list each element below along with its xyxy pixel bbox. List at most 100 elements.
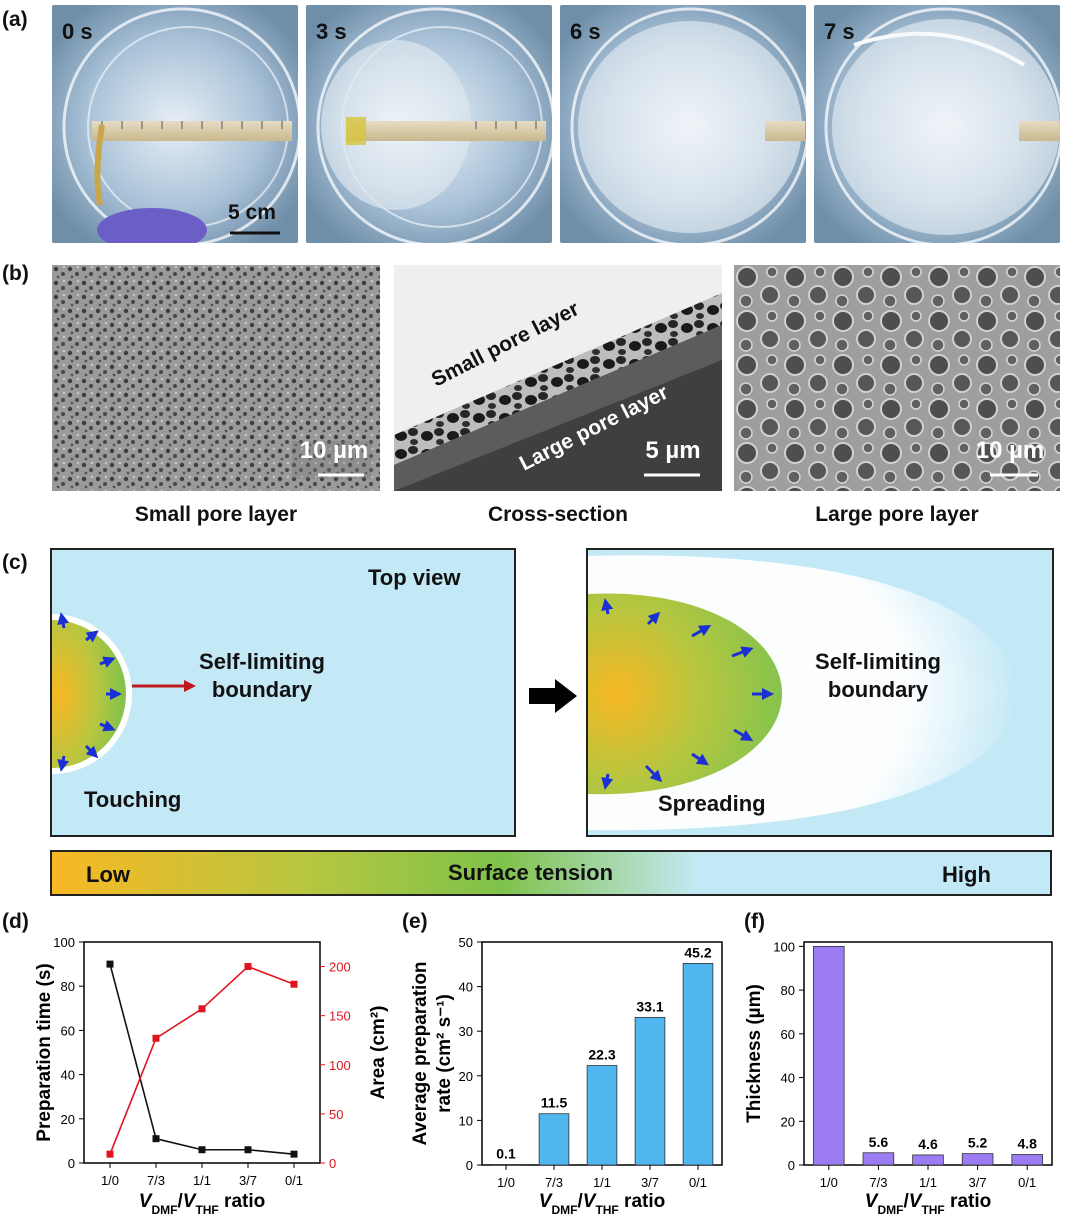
caption-cross-section: Cross-section <box>487 503 629 526</box>
boundary-label-right: Self-limiting boundary <box>815 649 941 702</box>
x-tick-label: 1/0 <box>101 1173 119 1188</box>
y-tick-label: 40 <box>781 1071 795 1086</box>
bar <box>912 1154 944 1166</box>
photo-7s: 7 s <box>814 5 1060 243</box>
time-label: 0 s <box>62 19 93 44</box>
area-point <box>290 980 298 988</box>
x-tick-label: 3/7 <box>239 1173 257 1188</box>
y-tick-label: 0 <box>466 1158 473 1173</box>
area-point <box>106 1150 114 1158</box>
bar-value-label: 5.2 <box>968 1135 988 1151</box>
chart-f: 0 20 40 60 80 100 1/0 5.6 7/3 4.6 1/1 5.2 3/7 4.8 0/1 T… <box>744 939 1053 1217</box>
y-right-axis-label: Area (cm²) <box>368 1006 389 1100</box>
bar-value-label: 4.6 <box>918 1136 938 1152</box>
y-tick-label: 40 <box>459 980 473 995</box>
panel-label-a: (a) <box>2 8 28 31</box>
chart-e: 0 10 20 30 40 50 0.1 1/0 11.5 7/3 22.3 1/1 33.1 3/7 45… <box>410 935 723 1217</box>
bar-value-label: 33.1 <box>636 998 663 1014</box>
caption-small-pore: Small pore layer <box>134 503 298 526</box>
schematic-spreading: Self-limiting boundary Spreading <box>586 548 1054 837</box>
panel-label-d: (d) <box>2 910 29 933</box>
time-point <box>106 960 114 968</box>
photo-3s: 3 s <box>306 5 552 243</box>
touching-label: Touching <box>84 787 182 812</box>
y-right-tick-label: 200 <box>329 960 351 975</box>
transition-arrow-icon <box>529 679 579 718</box>
time-label: 3 s <box>316 19 347 44</box>
bar-low-label: Low <box>86 862 130 887</box>
y-tick-label: 100 <box>53 935 75 950</box>
bar <box>813 945 845 1166</box>
x-tick-label: 0/1 <box>285 1173 303 1188</box>
bar-value-label: 0.1 <box>496 1146 516 1162</box>
y-tick-label: 50 <box>459 935 473 950</box>
area-point <box>198 1005 206 1013</box>
bar-value-label: 4.8 <box>1017 1136 1037 1152</box>
x-axis-label: VDMF/VTHF ratio <box>539 1191 665 1217</box>
y-axis-label-line1: Average preparation <box>410 961 431 1145</box>
bar-mid-label: Surface tension <box>448 860 614 885</box>
x-tick-label: 1/1 <box>919 1175 937 1190</box>
sem-small-pore: 10 µm <box>52 265 380 491</box>
x-tick-label: 0/1 <box>1018 1175 1036 1190</box>
y-axis-label-line2: rate (cm² s⁻¹) <box>434 994 455 1113</box>
spreading-label: Spreading <box>658 791 766 816</box>
y-tick-label: 10 <box>459 1113 473 1128</box>
area-point <box>152 1034 160 1042</box>
top-view-label: Top view <box>368 565 461 590</box>
y-tick-label: 20 <box>781 1114 795 1129</box>
time-label: 7 s <box>824 19 855 44</box>
scale-bar-label: 5 cm <box>228 201 276 224</box>
y-tick-label: 20 <box>61 1112 75 1127</box>
x-axis-label: VDMF/VTHF ratio <box>865 1191 991 1217</box>
bar <box>1011 1154 1043 1166</box>
time-point <box>290 1150 298 1158</box>
scale-bar-label: 10 µm <box>299 437 369 464</box>
photo-6s: 6 s <box>560 5 806 243</box>
x-tick-label: 3/7 <box>969 1175 987 1190</box>
area-point <box>244 963 252 971</box>
y-axis-label: Thickness (µm) <box>744 984 765 1123</box>
bar <box>634 1016 666 1166</box>
sem-large-pore: 10 µm <box>734 265 1060 491</box>
bar-value-label: 22.3 <box>588 1047 615 1063</box>
boundary-label-left: Self-limiting boundary <box>199 649 325 702</box>
x-tick-label: 0/1 <box>689 1175 707 1190</box>
bar <box>586 1065 618 1166</box>
y-tick-label: 0 <box>68 1156 75 1171</box>
bar <box>961 1153 994 1166</box>
bar-value-label: 11.5 <box>541 1095 568 1111</box>
panel-label-b: (b) <box>2 262 29 285</box>
x-tick-label: 1/0 <box>497 1175 515 1190</box>
y-tick-label: 0 <box>788 1158 795 1173</box>
bar <box>862 1152 895 1166</box>
bar <box>682 963 714 1166</box>
time-point <box>152 1135 160 1143</box>
chart-d: 0 20 40 60 80 100 0 50 100 150 200 1/0 7/3 1/1 3/7 0/1 P… <box>34 935 389 1217</box>
x-tick-label: 1/0 <box>820 1175 838 1190</box>
schematic-touching: Top view Self-limiting boundary Touching <box>50 548 516 837</box>
y-tick-label: 80 <box>781 983 795 998</box>
y-right-tick-label: 100 <box>329 1058 351 1073</box>
x-tick-label: 7/3 <box>147 1173 165 1188</box>
bar-value-label: 5.6 <box>869 1134 889 1150</box>
scale-bar-label: 10 µm <box>975 437 1045 464</box>
x-tick-label: 7/3 <box>545 1175 563 1190</box>
time-label: 6 s <box>570 19 601 44</box>
y-tick-label: 60 <box>61 1023 75 1038</box>
x-tick-label: 3/7 <box>641 1175 659 1190</box>
y-tick-label: 40 <box>61 1068 75 1083</box>
scale-bar-label: 5 µm <box>645 437 701 464</box>
y-right-tick-label: 150 <box>329 1009 351 1024</box>
panel-label-f: (f) <box>744 910 765 933</box>
bar <box>538 1113 570 1166</box>
x-axis-label: VDMF/VTHF ratio <box>139 1191 265 1217</box>
bar-value-label: 45.2 <box>684 944 711 960</box>
x-tick-label: 1/1 <box>193 1173 211 1188</box>
x-tick-label: 7/3 <box>869 1175 887 1190</box>
y-right-tick-label: 0 <box>329 1156 336 1171</box>
caption-large-pore: Large pore layer <box>815 503 979 526</box>
x-tick-label: 1/1 <box>593 1175 611 1190</box>
time-point <box>244 1146 252 1154</box>
y-tick-label: 20 <box>459 1069 473 1084</box>
